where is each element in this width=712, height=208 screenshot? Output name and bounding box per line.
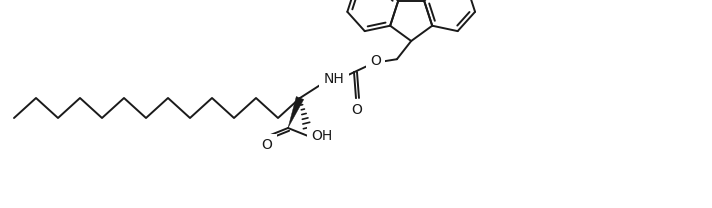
Text: NH: NH [324, 72, 345, 86]
Polygon shape [288, 97, 304, 128]
Text: O: O [261, 138, 273, 152]
Text: O: O [352, 103, 362, 117]
Text: OH: OH [311, 129, 333, 143]
Text: O: O [370, 54, 381, 68]
